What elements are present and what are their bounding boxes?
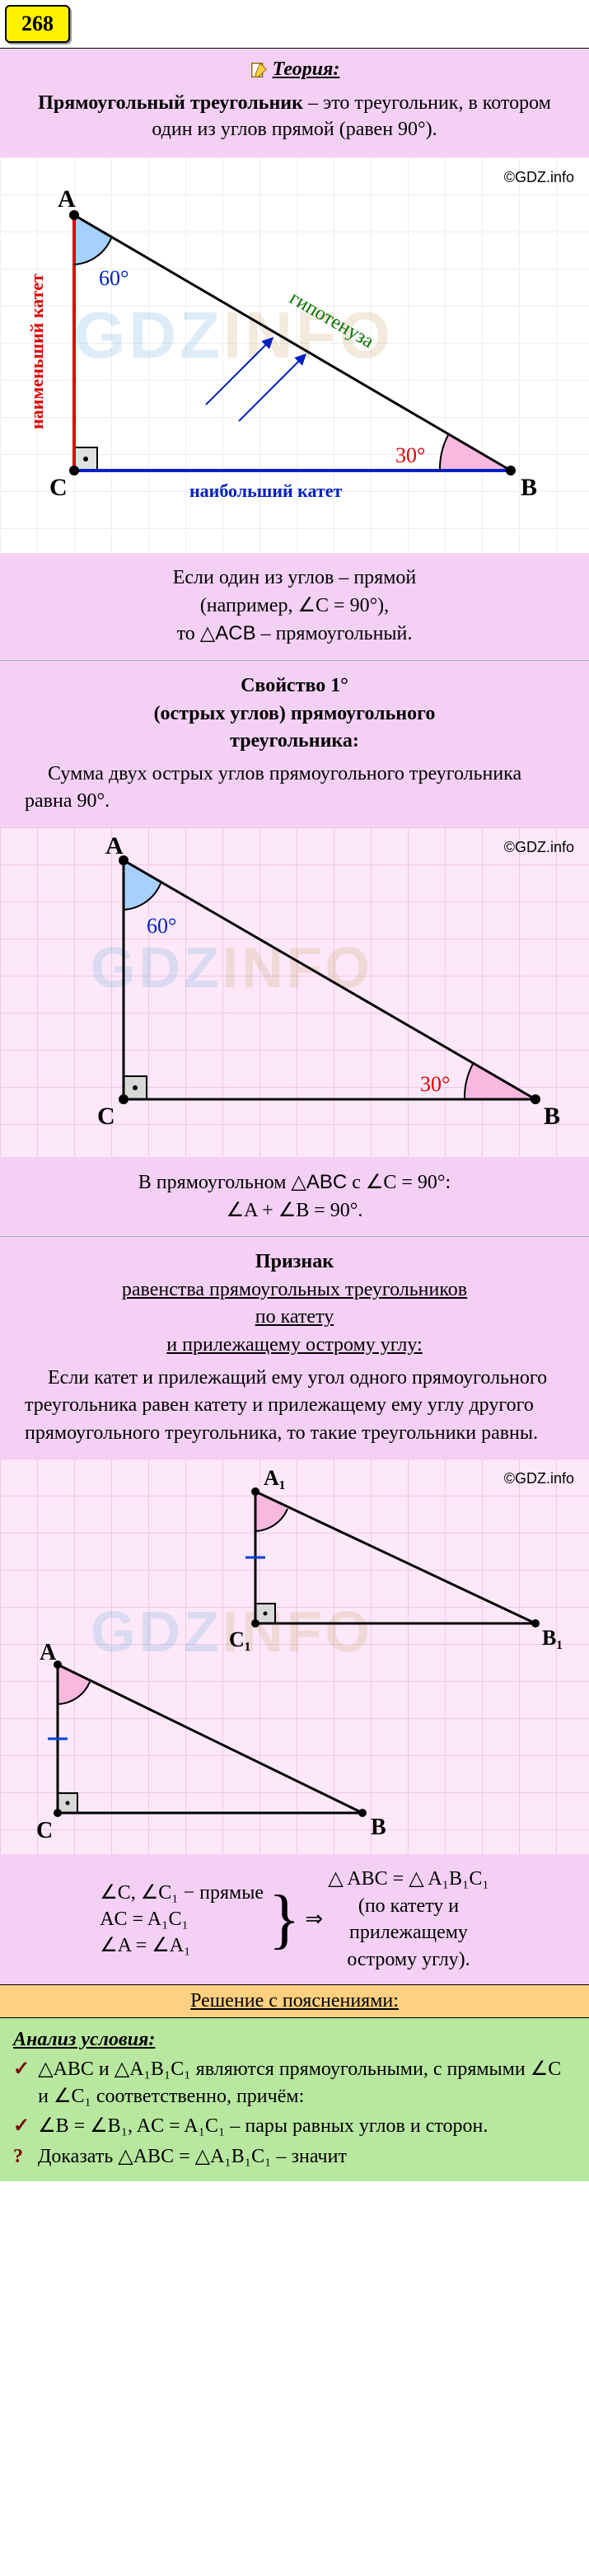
svg-text:B₁: B₁ <box>542 1626 563 1650</box>
check-icon: ✓ <box>13 2113 30 2139</box>
analysis-item-2: ✓ ∠B = ∠B₁, AC = A₁C₁ – пары равных угло… <box>13 2113 576 2139</box>
solution-header: Решение с пояснениями: <box>0 1984 589 2018</box>
svg-text:60°: 60° <box>99 266 129 290</box>
caption2-line1: В прямоугольном △ABC с ∠C = 90°: <box>25 1169 564 1197</box>
svg-text:60°: 60° <box>147 914 176 938</box>
svg-text:A: A <box>40 1640 57 1665</box>
question-icon: ? <box>13 2143 30 2170</box>
pencil-note-icon <box>250 61 268 79</box>
triangle-svg-2: A C B 60° 30° <box>0 827 589 1157</box>
conclusion-result: △ ABC = △ A₁B₁C₁ (по катету и прилежащем… <box>328 1866 489 1973</box>
property-title-2: (острых углов) прямоугольного <box>25 700 564 728</box>
criterion-sub2: по катету <box>25 1304 564 1332</box>
triangle-svg-1: A C B 60° 30° гипотенуза наименьший кате… <box>0 157 589 553</box>
analysis-block: Анализ условия: ✓ △ABC и △A₁B₁C₁ являютс… <box>0 2018 589 2181</box>
svg-text:A₁: A₁ <box>264 1466 286 1490</box>
analysis-item-3: ? Доказать △ABC = △A₁B₁C₁ – значит <box>13 2143 576 2170</box>
criterion-text: Если катет и прилежащий ему угол од­ного… <box>25 1365 564 1448</box>
page-number-badge: 268 <box>5 5 70 43</box>
property-1-block: Свойство 1° (острых углов) прямоугольног… <box>0 660 589 827</box>
svg-text:C₁: C₁ <box>229 1628 251 1651</box>
analysis-item-1: ✓ △ABC и △A₁B₁C₁ являются прямоуголь­ным… <box>13 2056 576 2110</box>
svg-text:B: B <box>371 1815 386 1840</box>
caption-right-triangle: Если один из углов – прямой (например, ∠… <box>0 553 589 660</box>
diagram-two-triangles: GDZINFO ©GDZ.info A₁ C₁ B₁ A C B <box>0 1459 589 1854</box>
brace-icon: } <box>269 1893 300 1946</box>
caption1-line1: Если один из углов – прямой <box>25 564 564 592</box>
diagram-right-triangle-labeled: GDZINFO ©GDZ.info A C B 60° 30° гипотену… <box>0 157 589 553</box>
svg-text:C: C <box>97 1103 115 1130</box>
svg-text:наибольший катет: наибольший катет <box>189 480 343 501</box>
theory-header: Теория: Прямоугольный треугольник – это … <box>0 48 589 157</box>
svg-text:гипотенуза: гипотенуза <box>286 288 377 353</box>
theory-label: Теория: <box>250 59 340 81</box>
svg-text:C: C <box>49 474 68 501</box>
svg-text:B: B <box>521 474 537 501</box>
svg-text:C: C <box>36 1818 53 1843</box>
diagram-right-triangle-2: GDZINFO ©GDZ.info A C B 60° 30° <box>0 827 589 1157</box>
criterion-sub3: и прилежащему острому углу: <box>25 1332 564 1360</box>
analysis-title: Анализ условия: <box>13 2026 576 2053</box>
term-bold: Прямоугольный треугольник <box>38 92 303 114</box>
svg-text:B: B <box>544 1103 560 1130</box>
svg-text:A: A <box>58 185 76 213</box>
property-title-1: Свойство 1° <box>25 672 564 700</box>
conclusion-block: ∠C, ∠C₁ − прямые AC = A₁C₁ ∠A = ∠A₁ } ⇒ … <box>0 1854 589 1984</box>
svg-text:A: A <box>105 832 124 859</box>
theory-label-text: Теория: <box>273 59 340 81</box>
theory-definition: Прямоугольный треугольник – это треуголь… <box>25 90 564 143</box>
property-title-3: треугольника: <box>25 728 564 756</box>
svg-text:30°: 30° <box>395 443 425 467</box>
caption2-line2: ∠A + ∠B = 90°. <box>25 1197 564 1225</box>
check-icon: ✓ <box>13 2056 30 2110</box>
criterion-block: Признак равенства прямоугольных треуголь… <box>0 1236 589 1459</box>
caption1-line2: (например, ∠C = 90°), <box>25 592 564 621</box>
conclusion-premises: ∠C, ∠C₁ − прямые AC = A₁C₁ ∠A = ∠A₁ <box>100 1880 264 1960</box>
svg-text:30°: 30° <box>420 1072 450 1096</box>
implies-arrow: ⇒ <box>305 1904 323 1934</box>
criterion-title: Признак <box>25 1248 564 1276</box>
criterion-sub1: равенства прямоугольных треугольников <box>25 1276 564 1304</box>
caption-property-1: В прямоугольном △ABC с ∠C = 90°: ∠A + ∠B… <box>0 1157 589 1236</box>
property-text: Сумма двух острых углов прямоуголь­ного … <box>25 761 564 816</box>
svg-text:наименьший катет: наименьший катет <box>26 274 47 429</box>
caption1-line3: то △ACB – прямоугольный. <box>25 620 564 649</box>
triangle-svg-3: A₁ C₁ B₁ A C B <box>0 1459 589 1854</box>
